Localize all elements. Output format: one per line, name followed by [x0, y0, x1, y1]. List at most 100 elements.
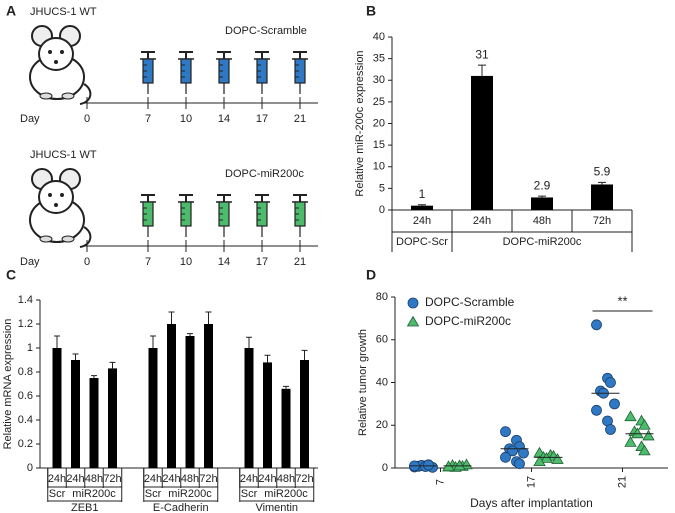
error-bar	[538, 195, 546, 198]
y-tick-label: 0.2	[18, 438, 33, 450]
error-bar	[54, 335, 60, 348]
group-label: DOPC-miR200c	[503, 236, 582, 248]
syringe	[215, 194, 233, 238]
treatment-label: DOPC-miR200c	[225, 168, 304, 180]
y-tick-label: 40	[373, 31, 385, 43]
error-bar	[72, 353, 79, 360]
syringe	[177, 51, 195, 95]
bar	[591, 184, 613, 210]
x-tick-label: 24h	[473, 215, 491, 227]
data-point	[500, 451, 511, 463]
y-axis-label: Relative tumor growth	[357, 329, 369, 436]
bar	[71, 360, 80, 468]
x-tick-label: 24h	[162, 473, 180, 485]
x-tick-label: 48h	[277, 473, 295, 485]
x-tick-label: 24h	[66, 473, 84, 485]
data-point	[453, 459, 466, 471]
bar	[167, 324, 176, 468]
x-tick-label: 48h	[533, 215, 551, 227]
x-tick-label: 72h	[199, 473, 217, 485]
annotation: **	[617, 293, 627, 308]
legend-marker	[406, 315, 420, 327]
condition-label: miR200c	[264, 488, 308, 500]
syringe	[253, 194, 271, 238]
bar	[244, 348, 254, 468]
y-tick-label: 0	[27, 462, 33, 474]
x-axis-label: Days after implantation	[470, 496, 593, 510]
y-tick-label: 30	[373, 74, 385, 86]
legend-marker	[407, 297, 419, 309]
value-label: 2.9	[534, 178, 551, 192]
error-bar	[301, 349, 308, 360]
panel-label: A	[6, 3, 16, 19]
data-point	[631, 427, 644, 439]
x-tick-label: 7	[434, 479, 446, 485]
error-bar	[478, 64, 486, 76]
data-point	[605, 424, 616, 435]
panel-label: B	[366, 3, 376, 19]
x-tick-label: 72h	[103, 473, 121, 485]
value-label: 5.9	[594, 164, 611, 178]
treatment-label: DOPC-Scramble	[225, 25, 307, 37]
data-point	[514, 458, 525, 470]
error-bar	[246, 336, 252, 348]
y-tick-label: 1	[27, 342, 33, 354]
day-label: Day	[20, 256, 40, 268]
syringe	[177, 194, 195, 238]
x-tick-label: 72h	[593, 215, 611, 227]
condition-label: miR200c	[168, 488, 212, 500]
data-point	[638, 444, 651, 456]
error-bar	[418, 204, 426, 206]
x-tick-label: 72h	[295, 473, 313, 485]
group-label: E-Cadherin	[153, 502, 209, 513]
y-tick-label: 5	[379, 182, 385, 194]
error-bar	[205, 311, 212, 324]
data-point	[605, 377, 616, 388]
y-tick-label: 0.4	[18, 414, 33, 426]
bar	[204, 324, 213, 468]
bar	[300, 360, 309, 468]
group-label: Vimentin	[255, 502, 298, 513]
strain-label: JHUCS-1 WT	[30, 6, 97, 18]
data-point	[609, 398, 620, 410]
x-tick-label: 24h	[413, 215, 431, 227]
error-bar	[264, 354, 271, 363]
day-number: 7	[145, 256, 151, 268]
y-tick-label: 20	[373, 117, 385, 129]
x-tick-label: 24h	[144, 473, 162, 485]
bar	[185, 336, 195, 468]
data-point	[642, 429, 655, 441]
data-point	[533, 455, 546, 466]
mouse-icon	[29, 168, 92, 248]
day-number: 14	[218, 256, 230, 268]
data-point	[518, 447, 529, 459]
error-bar	[187, 333, 193, 336]
error-bar	[598, 181, 606, 185]
data-point	[500, 426, 511, 438]
bar	[471, 75, 493, 210]
y-tick-label: 0.6	[18, 390, 33, 402]
bar	[281, 388, 291, 468]
y-axis-label: Relative miR-200c expression	[354, 50, 366, 196]
data-point	[551, 453, 564, 464]
strain-label: JHUCS-1 WT	[30, 149, 97, 161]
data-point	[638, 418, 651, 430]
bar	[52, 348, 62, 468]
x-tick-label: 24h	[258, 473, 276, 485]
error-bar	[168, 311, 175, 324]
y-tick-label: 60	[376, 334, 388, 346]
condition-label: miR200c	[72, 488, 116, 500]
day-label: Day	[20, 113, 40, 125]
data-point	[591, 319, 602, 331]
y-tick-label: 0	[379, 204, 385, 216]
error-bar	[283, 385, 289, 389]
syringe	[291, 51, 309, 95]
day-number: 14	[218, 113, 230, 125]
bar	[263, 362, 272, 468]
error-bar	[91, 375, 97, 378]
x-tick-label: 48h	[85, 473, 103, 485]
y-tick-label: 80	[376, 291, 388, 303]
day-number: 10	[180, 256, 192, 268]
syringe	[215, 51, 233, 95]
value-label: 31	[475, 47, 489, 61]
